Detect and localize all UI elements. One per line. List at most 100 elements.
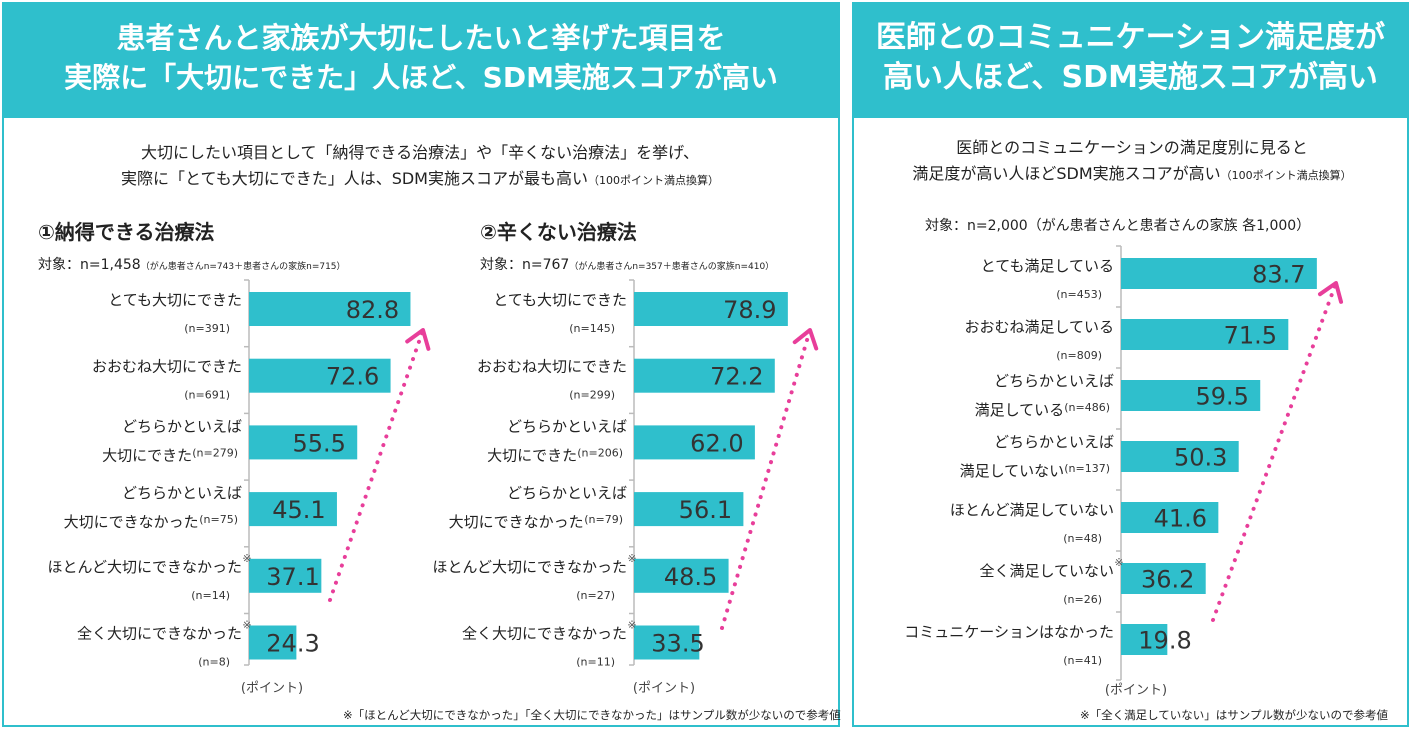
chart1-bar: [249, 625, 297, 660]
chart2-bar: [634, 292, 788, 326]
chart3-category-label: 全く満足していない: [979, 562, 1114, 580]
chart1-bar: [249, 425, 358, 460]
chart1-category-n: (n=691): [184, 389, 230, 402]
right-subtitle-line-1: 医師とのコミュニケーションの満足度別に見ると: [956, 138, 1308, 157]
chart2-bar: [634, 492, 744, 527]
right-subtitle-line-2: 満足度が高い人ほどSDM実施スコアが高い: [912, 164, 1221, 183]
chart1-category-label: おおむね大切にできた: [92, 358, 242, 376]
chart1-title: ①納得できる治療法: [38, 220, 215, 244]
left-panel-header: 患者さんと家族が大切にしたいと挙げた項目を 実際に「大切にできた」人ほど、SDM…: [4, 4, 838, 118]
chart1-ref-mark: ※: [242, 552, 251, 565]
chart3-value-label: 59.5: [1196, 383, 1249, 411]
chart2-bar: [634, 425, 755, 460]
left-title-line-2: 実際に「大切にできた」人ほど、SDM実施スコアが高い: [64, 61, 778, 94]
chart2-basis-main: 対象：n=767: [480, 257, 570, 273]
chart1-value-label: 37.1: [266, 563, 319, 591]
chart2-value-label: 48.5: [664, 563, 717, 591]
left-subtitle: 大切にしたい項目として「納得できる治療法」や「辛くない治療法」を挙げ、 実際に「…: [40, 140, 800, 194]
chart3-category-label-2: 満足している: [975, 401, 1065, 419]
chart2-category-label: どちらかといえば: [507, 417, 627, 435]
chart2-category-label: ほとんど大切にできなかった: [432, 558, 627, 576]
chart1-category-label: どちらかといえば: [122, 484, 242, 502]
chart2-category-label: おおむね大切にできた: [477, 358, 627, 376]
chart1-category-label: どちらかといえば: [122, 417, 242, 435]
chart1-trend-arrow-head: [405, 328, 431, 351]
chart1-value-label: 72.6: [326, 363, 379, 391]
chart1-bar: [249, 492, 337, 527]
chart2-category-label: とても大切にできた: [493, 291, 627, 309]
chart2-trend-arrow: [720, 328, 812, 630]
chart1-category-label: 全く大切にできなかった: [77, 625, 242, 643]
chart1-basis-note: （がん患者さんn=743＋患者さんの家族n=715）: [140, 262, 346, 272]
chart1-ref-mark: ※: [242, 619, 251, 632]
chart1-bar: [249, 292, 411, 326]
chart2-category-n: (n=206): [577, 446, 623, 459]
right-panel-header: 医師とのコミュニケーション満足度が 高い人ほど、SDM実施スコアが高い: [854, 4, 1407, 118]
right-title-line-2: 高い人ほど、SDM実施スコアが高い: [883, 60, 1378, 95]
chart3-ref-mark: ※: [1114, 556, 1123, 569]
chart2-basis: 対象：n=767（がん患者さんn=357＋患者さんの家族n=410）: [480, 254, 774, 274]
chart2-unit-label: (ポイント): [633, 681, 695, 696]
chart1-category-label: ほとんど大切にできなかった: [47, 558, 242, 576]
chart3-category-n: (n=809): [1056, 349, 1102, 362]
chart3-category-n: (n=41): [1063, 654, 1102, 667]
chart2-category-label: 全く大切にできなかった: [462, 625, 627, 643]
chart2-category-n: (n=11): [576, 656, 615, 669]
chart3-value-label: 41.6: [1154, 505, 1207, 533]
chart3-trend-arrow-head: [1317, 281, 1344, 304]
left-title-line-1: 患者さんと家族が大切にしたいと挙げた項目を: [116, 21, 726, 55]
chart3-category-label: とても満足している: [981, 257, 1114, 275]
chart3-bar: [1121, 563, 1206, 594]
chart1-value-label: 24.3: [266, 630, 319, 658]
chart2-basis-note: （がん患者さんn=357＋患者さんの家族n=410）: [569, 262, 775, 272]
left-subtitle-note: （100ポイント満点換算）: [588, 174, 719, 187]
chart2-ref-mark: ※: [627, 619, 636, 632]
chart2-bar: [634, 625, 700, 660]
left-subtitle-line-2: 実際に「とても大切にできた」人は、SDM実施スコアが最も高い: [120, 169, 588, 188]
chart1-category-label-2: 大切にできた: [102, 446, 192, 464]
chart3-category-n: (n=137): [1064, 462, 1110, 475]
chart3-value-label: 19.8: [1138, 627, 1191, 655]
chart3-basis: 対象：n=2,000（がん患者さんと患者さんの家族 各1,000）: [925, 218, 1311, 234]
chart2-category-n: (n=27): [576, 589, 615, 602]
chart2-category-n: (n=145): [569, 322, 615, 335]
chart3-category-n: (n=486): [1064, 401, 1110, 414]
chart3-category-label-2: 満足していない: [960, 462, 1065, 480]
chart3-unit-label: (ポイント): [1105, 683, 1167, 698]
chart3-bar: [1121, 441, 1239, 472]
chart1-category-n: (n=75): [199, 513, 238, 526]
chart1-value-label: 45.1: [272, 496, 325, 524]
chart3-value-label: 71.5: [1224, 322, 1277, 350]
chart3-category-n: (n=26): [1063, 593, 1102, 606]
chart2-trend-arrow-head: [792, 328, 819, 351]
chart1-category-n: (n=391): [184, 322, 230, 335]
chart3-bar: [1121, 380, 1261, 411]
chart3-category-label: コミュニケーションはなかった: [904, 623, 1114, 641]
chart3-category-label: どちらかといえば: [994, 372, 1114, 390]
right-subtitle: 医師とのコミュニケーションの満足度別に見ると 満足度が高い人ほどSDM実施スコア…: [862, 135, 1402, 189]
chart3-value-label: 50.3: [1174, 444, 1227, 472]
chart2-bar: [634, 358, 775, 393]
right-title-line-1: 医師とのコミュニケーション満足度が: [875, 20, 1386, 55]
chart1-basis-main: 対象：n=1,458: [38, 257, 141, 273]
chart3-bar: [1121, 319, 1289, 350]
chart3-category-label: どちらかといえば: [994, 433, 1114, 451]
chart1-basis: 対象：n=1,458（がん患者さんn=743＋患者さんの家族n=715）: [38, 254, 346, 274]
chart2-value-label: 78.9: [723, 296, 776, 324]
chart1-category-n: (n=279): [192, 446, 238, 459]
chart2-value-label: 62.0: [690, 429, 743, 457]
chart2-value-label: 33.5: [651, 630, 704, 658]
chart2-category-label-2: 大切にできなかった: [449, 513, 584, 531]
chart1-category-n: (n=14): [191, 589, 230, 602]
right-subtitle-note: （100ポイント満点換算）: [1220, 169, 1352, 182]
chart1-trend-arrow: [328, 328, 425, 602]
chart3-bar: [1121, 502, 1219, 533]
right-footnote: ※「全く満足していない」はサンプル数が少ないので参考値: [1080, 708, 1388, 722]
chart1-bar: [249, 358, 391, 393]
chart2-category-n: (n=79): [584, 513, 623, 526]
chart1-value-label: 55.5: [293, 429, 346, 457]
right-panel: 医師とのコミュニケーション満足度が 高い人ほど、SDM実施スコアが高い: [852, 2, 1409, 727]
chart1-unit-label: (ポイント): [241, 681, 303, 696]
chart2-ref-mark: ※: [627, 552, 636, 565]
chart3-bar: [1121, 624, 1168, 655]
